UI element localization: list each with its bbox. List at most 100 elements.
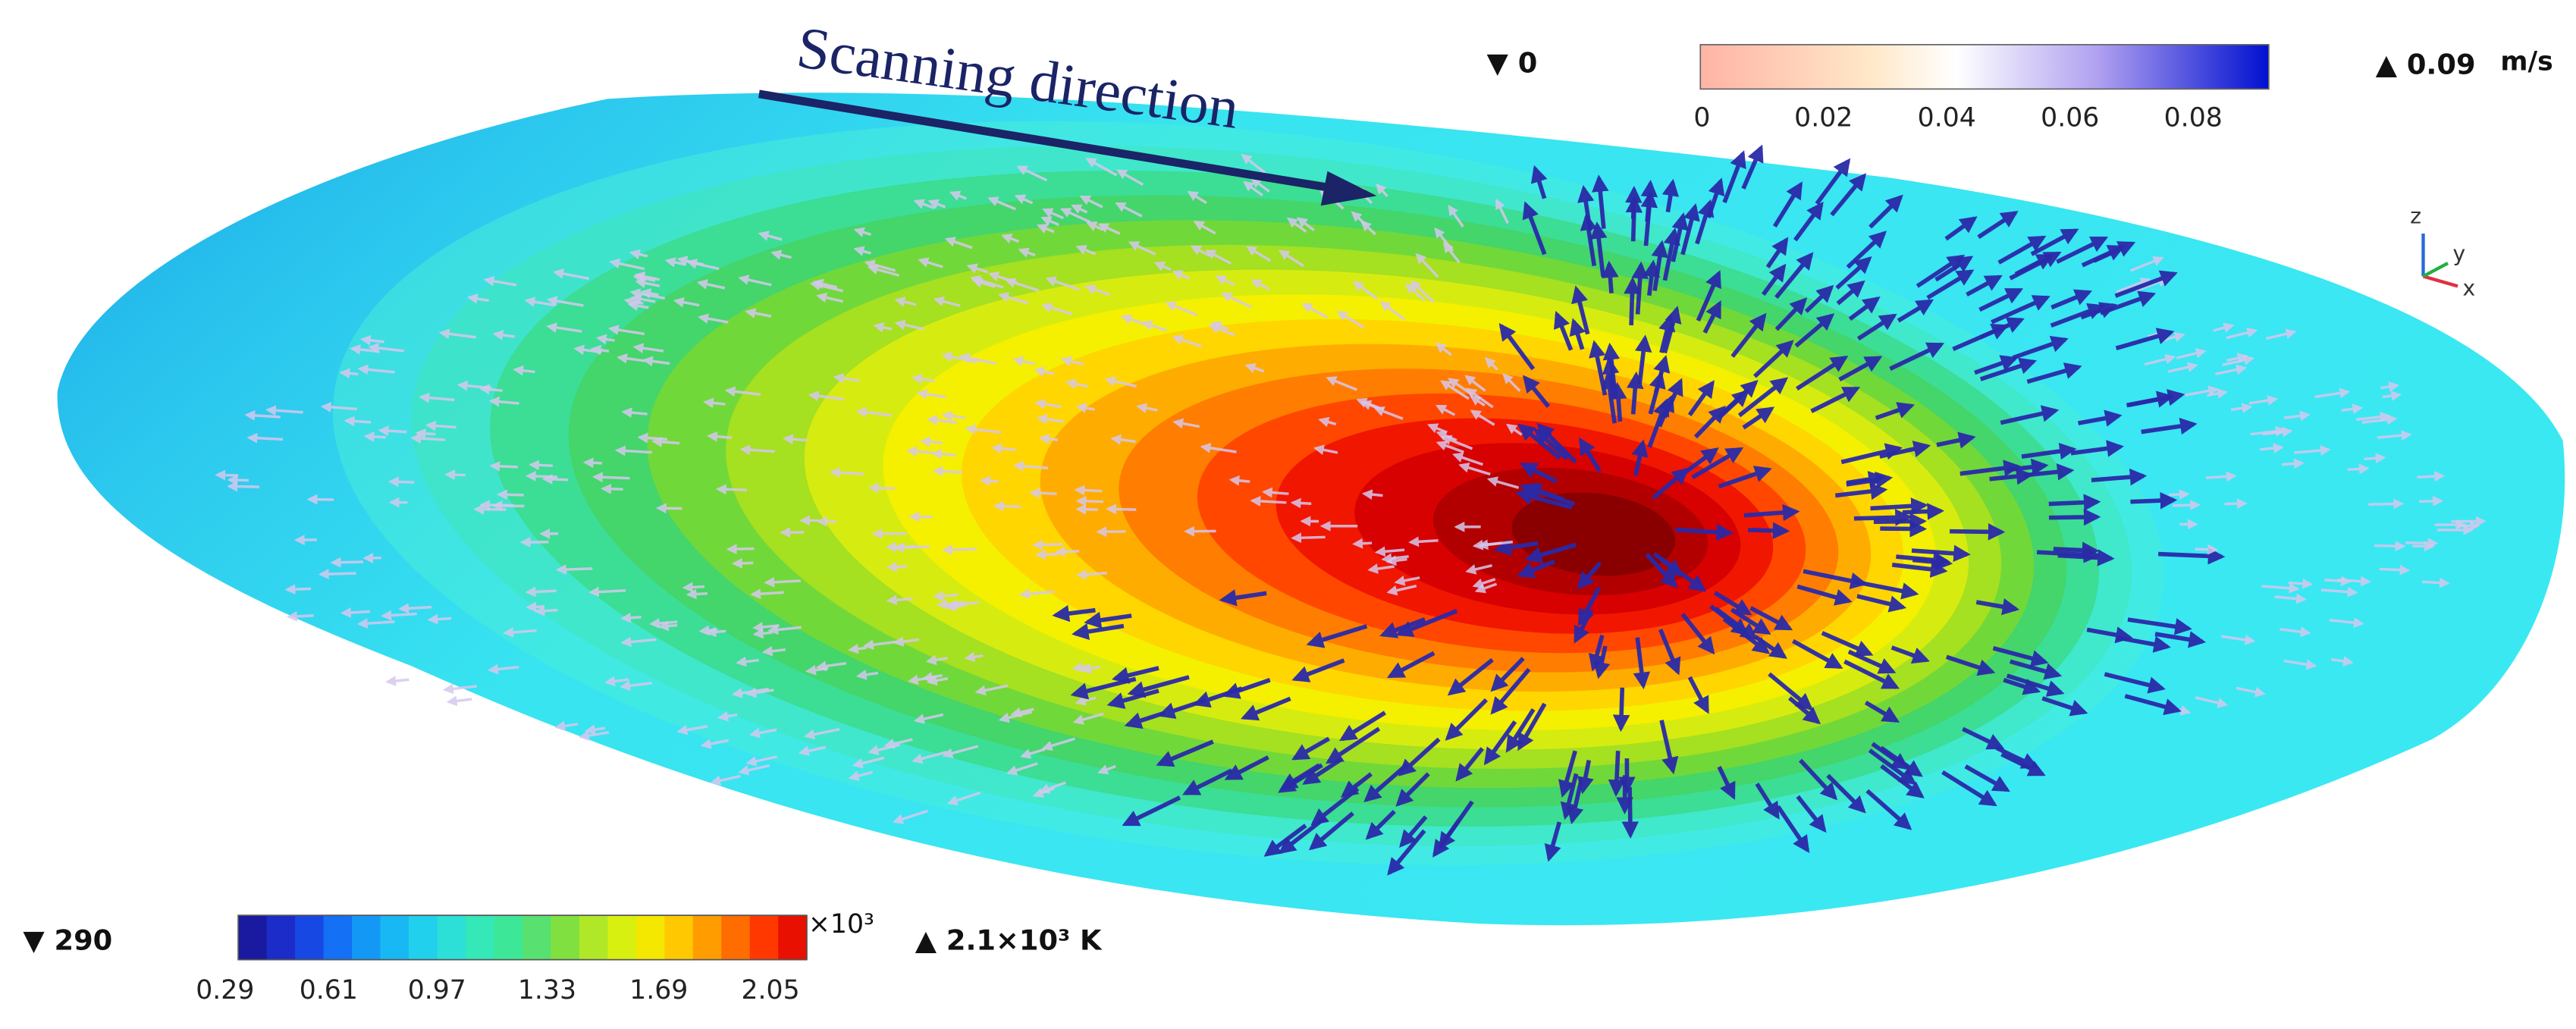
velocity-arrow <box>1625 185 1643 219</box>
velocity-arrow <box>419 392 455 403</box>
velocity-arrow <box>2380 381 2400 392</box>
velocity-arrow <box>1680 613 1715 655</box>
velocity-arrow <box>2260 443 2284 453</box>
velocity-arrow <box>2331 656 2354 667</box>
velocity-arrow <box>632 343 664 354</box>
velocity-arrow <box>1376 183 1388 198</box>
velocity-arrow <box>1040 216 1059 227</box>
velocity-arrow <box>1749 606 1793 631</box>
velocity-arrow <box>2283 659 2317 670</box>
velocity-arrow <box>1519 462 1558 484</box>
colorbar-swatch <box>266 915 297 960</box>
velocity-arrow <box>696 279 726 290</box>
velocity-arrow <box>1224 755 1269 780</box>
velocity-arrow <box>1687 676 1709 714</box>
velocity-tick: 0 <box>1693 102 1710 133</box>
velocity-arrow <box>930 448 956 460</box>
velocity-arrow <box>1889 342 1945 371</box>
velocity-arrow <box>457 380 492 391</box>
velocity-arrow <box>2283 410 2311 422</box>
velocity-arrow <box>1588 635 1605 672</box>
velocity-arrow <box>745 687 774 698</box>
velocity-arrow <box>1301 303 1329 319</box>
velocity-arrow <box>1097 764 1116 775</box>
temperature-max: ▲ 2.1×10³ K <box>915 924 1103 956</box>
velocity-arrow <box>1846 471 1894 489</box>
velocity-arrow <box>1640 190 1658 246</box>
velocity-arrow <box>1012 356 1036 367</box>
velocity-arrow <box>1794 313 1835 348</box>
velocity-unit: m/s <box>2500 47 2552 77</box>
colorbar-swatch <box>494 915 524 960</box>
velocity-arrow <box>1136 403 1158 413</box>
velocity-arrow <box>2417 471 2446 482</box>
velocity-arrow <box>1577 561 1602 590</box>
velocity-arrow <box>2230 403 2253 414</box>
velocity-arrow <box>1352 281 1379 300</box>
velocity-arrow <box>466 293 489 304</box>
velocity-arrow <box>339 368 359 379</box>
velocity-arrow <box>1472 578 1496 588</box>
velocity-tick: 0.04 <box>1918 102 1976 133</box>
velocity-arrow <box>1208 324 1235 337</box>
velocity-arrow <box>1034 549 1059 560</box>
velocity-arrow <box>227 475 249 486</box>
colorbar-swatch <box>409 915 438 960</box>
velocity-arrow <box>595 334 615 345</box>
velocity-arrow <box>2248 395 2279 406</box>
velocity-arrow <box>330 557 363 568</box>
velocity-arrow <box>1847 649 1897 674</box>
velocity-arrow <box>855 670 879 680</box>
velocity-arrow <box>1250 177 1270 193</box>
velocity-arrow <box>2279 626 2311 638</box>
velocity-arrow <box>1836 280 1865 306</box>
velocity-arrow <box>748 727 777 739</box>
velocity-arrow <box>1718 466 1772 489</box>
velocity-arrow <box>2337 576 2371 587</box>
velocity-arrow <box>657 620 678 632</box>
velocity-arrow <box>2023 463 2075 481</box>
velocity-arrow <box>949 190 968 201</box>
velocity-arrow <box>1675 523 1734 541</box>
velocity-arrow <box>1647 398 1670 448</box>
velocity-arrow <box>1486 476 1520 489</box>
velocity-arrow <box>1835 256 1872 290</box>
velocity-arrow <box>974 684 1009 696</box>
velocity-arrow <box>911 751 948 764</box>
velocity-arrow <box>1544 821 1562 862</box>
velocity-arrow <box>1962 726 2005 750</box>
velocity-arrow <box>2185 385 2220 397</box>
velocity-arrow <box>637 432 668 444</box>
velocity-arrow <box>513 365 535 376</box>
velocity-arrow <box>1602 356 1620 397</box>
velocity-arrow <box>1399 815 1428 848</box>
velocity-arrow <box>1012 460 1049 472</box>
velocity-arrow <box>1536 422 1577 464</box>
velocity-arrow <box>736 656 759 667</box>
velocity-arrow <box>1506 423 1523 436</box>
velocity-arrow <box>873 322 893 333</box>
velocity-arrow <box>853 227 872 237</box>
velocity-arrow <box>2261 582 2300 594</box>
velocity-arrow <box>601 483 623 494</box>
velocity-arrow <box>1569 318 1586 350</box>
velocity-arrow <box>698 313 729 324</box>
velocity-arrow <box>1722 150 1746 204</box>
velocity-arrow <box>1165 301 1198 316</box>
velocity-arrow <box>1662 306 1682 354</box>
velocity-arrow <box>1246 246 1272 262</box>
velocity-arrow <box>1609 381 1627 422</box>
velocity-arrow <box>2347 463 2370 475</box>
velocity-arrow <box>1029 488 1057 499</box>
velocity-arrow <box>1072 712 1104 725</box>
velocity-arrow <box>2213 322 2235 333</box>
velocity-arrow <box>894 319 925 331</box>
velocity-arrow <box>2000 405 2060 425</box>
velocity-arrow <box>648 618 678 629</box>
velocity-arrow <box>966 263 989 274</box>
velocity-arrow <box>959 353 996 365</box>
velocity-arrow <box>340 607 371 618</box>
velocity-arrow <box>2288 578 2314 589</box>
velocity-arrow <box>1879 441 1931 459</box>
